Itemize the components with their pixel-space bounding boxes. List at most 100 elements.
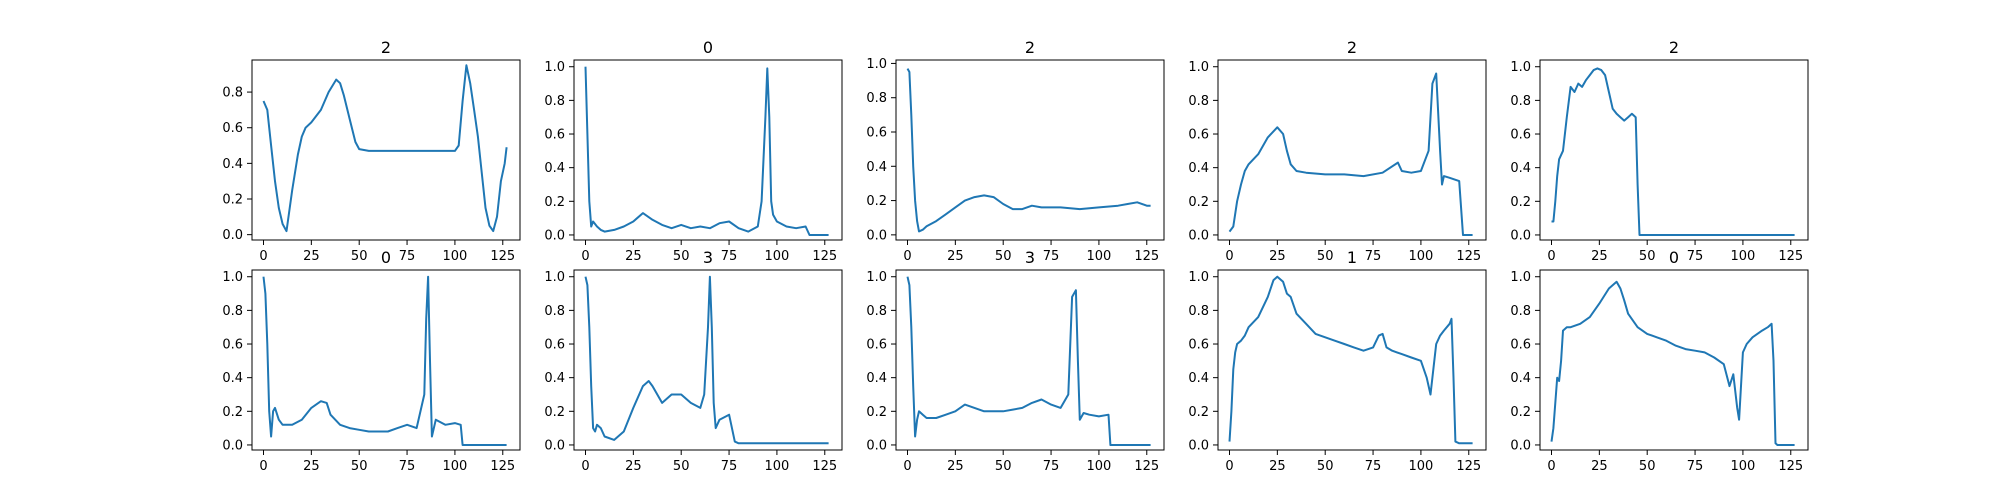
- x-tick-label: 100: [1087, 249, 1112, 264]
- x-tick-label: 25: [1269, 249, 1286, 264]
- x-tick-label: 100: [1087, 459, 1112, 474]
- series-line: [1551, 67, 1795, 236]
- y-tick-label: 0.6: [866, 126, 887, 141]
- y-tick-label: 0.4: [866, 371, 887, 386]
- x-tick-label: 75: [1365, 459, 1382, 474]
- subplot-title: 2: [1669, 38, 1679, 57]
- subplot-8: 0 25 50 75 100 125 0.0 0.2 0.4 0.6 0.8 1.0 3: [866, 248, 1165, 474]
- y-tick-label: 0.0: [222, 228, 243, 243]
- y-tick-label: 0.8: [1510, 94, 1531, 109]
- subplot-title: 0: [1669, 248, 1679, 267]
- x-tick-label: 25: [1591, 249, 1608, 264]
- y-tick-label: 0.2: [544, 405, 565, 420]
- x-tick-label: 125: [1778, 249, 1803, 264]
- x-tick-label: 75: [399, 249, 416, 264]
- y-tick-label: 0.6: [866, 338, 887, 353]
- y-tick-label: 0.2: [1188, 405, 1209, 420]
- y-tick-label: 0.0: [1188, 438, 1209, 453]
- subplot-9: 0 25 50 75 100 125 0.0 0.2 0.4 0.6 0.8 1.0 1: [1188, 248, 1487, 474]
- subplot-10: 0 25 50 75 100 125 0.0 0.2 0.4 0.6 0.8 1.0 0: [1510, 248, 1809, 474]
- x-tick-label: 125: [1134, 249, 1159, 264]
- x-tick-label: 0: [903, 249, 911, 264]
- x-tick-label: 0: [903, 459, 911, 474]
- x-tick-label: 0: [1225, 249, 1233, 264]
- plot-frame: [1539, 269, 1809, 451]
- x-tick-label: 0: [581, 249, 589, 264]
- x-tick-label: 0: [259, 459, 267, 474]
- y-tick-label: 1.0: [222, 270, 243, 285]
- plot-frame: [251, 269, 521, 451]
- x-tick-label: 50: [673, 459, 690, 474]
- series-line: [1550, 280, 1795, 446]
- series-line: [906, 68, 1151, 233]
- y-tick-label: 0.8: [866, 91, 887, 106]
- y-tick-label: 0.4: [544, 371, 565, 386]
- y-tick-label: 0.8: [222, 304, 243, 319]
- plot-frame: [1217, 269, 1487, 451]
- y-tick-label: 0.4: [1510, 161, 1531, 176]
- plot-frame: [1539, 59, 1809, 241]
- y-tick-label: 1.0: [1188, 60, 1209, 75]
- y-tick-label: 0.0: [866, 228, 887, 243]
- x-tick-label: 50: [351, 459, 368, 474]
- y-tick-label: 1.0: [866, 57, 887, 72]
- x-tick-label: 25: [303, 459, 320, 474]
- x-tick-label: 75: [721, 249, 738, 264]
- y-tick-label: 0.8: [1510, 304, 1531, 319]
- x-tick-label: 100: [1731, 459, 1756, 474]
- subplot-6: 0 25 50 75 100 125 0.0 0.2 0.4 0.6 0.8 1.0 0: [222, 248, 521, 474]
- x-tick-label: 25: [947, 249, 964, 264]
- y-tick-label: 0.6: [222, 121, 243, 136]
- x-tick-label: 25: [1591, 459, 1608, 474]
- x-tick-label: 100: [443, 249, 468, 264]
- subplot-3: 0 25 50 75 100 125 0.0 0.2 0.4 0.6 0.8 1.0 2: [866, 38, 1165, 264]
- x-tick-label: 50: [1317, 459, 1334, 474]
- y-tick-label: 0.4: [866, 160, 887, 175]
- x-tick-label: 100: [765, 249, 790, 264]
- y-tick-label: 1.0: [866, 270, 887, 285]
- x-tick-label: 25: [1269, 459, 1286, 474]
- series-line: [1228, 72, 1473, 236]
- subplot-title: 0: [381, 248, 391, 267]
- y-tick-label: 0.0: [866, 438, 887, 453]
- y-tick-label: 0.0: [1188, 228, 1209, 243]
- y-tick-label: 0.4: [222, 157, 243, 172]
- y-tick-label: 0.4: [1188, 371, 1209, 386]
- subplot-title: 2: [381, 38, 391, 57]
- y-tick-label: 0.8: [222, 86, 243, 101]
- x-tick-label: 50: [1639, 249, 1656, 264]
- y-tick-label: 0.4: [1510, 371, 1531, 386]
- y-tick-label: 1.0: [544, 60, 565, 75]
- subplot-title: 3: [1025, 248, 1035, 267]
- x-tick-label: 25: [625, 459, 642, 474]
- x-tick-label: 75: [1687, 249, 1704, 264]
- x-tick-label: 125: [1134, 459, 1159, 474]
- x-tick-label: 50: [673, 249, 690, 264]
- series-line: [584, 66, 829, 236]
- x-tick-label: 125: [812, 459, 837, 474]
- y-tick-label: 0.8: [544, 94, 565, 109]
- y-tick-label: 1.0: [1188, 270, 1209, 285]
- x-tick-label: 125: [490, 459, 515, 474]
- y-tick-label: 0.0: [544, 228, 565, 243]
- y-tick-label: 0.2: [222, 193, 243, 208]
- plot-frame: [1217, 59, 1487, 241]
- subplot-1: 0 25 50 75 100 125 0.0 0.2 0.4 0.6 0.8 2: [222, 38, 521, 264]
- x-tick-label: 75: [1043, 459, 1060, 474]
- x-tick-label: 75: [721, 459, 738, 474]
- x-tick-label: 100: [1409, 459, 1434, 474]
- x-tick-label: 0: [581, 459, 589, 474]
- series-line: [906, 276, 1151, 446]
- y-tick-label: 0.2: [1188, 195, 1209, 210]
- y-tick-label: 0.8: [1188, 94, 1209, 109]
- x-tick-label: 25: [303, 249, 320, 264]
- y-tick-label: 0.6: [544, 338, 565, 353]
- x-tick-label: 125: [490, 249, 515, 264]
- x-tick-label: 50: [995, 249, 1012, 264]
- y-tick-label: 0.4: [222, 371, 243, 386]
- x-tick-label: 50: [351, 249, 368, 264]
- x-tick-label: 100: [1409, 249, 1434, 264]
- plot-frame: [895, 59, 1165, 241]
- subplot-title: 2: [1025, 38, 1035, 57]
